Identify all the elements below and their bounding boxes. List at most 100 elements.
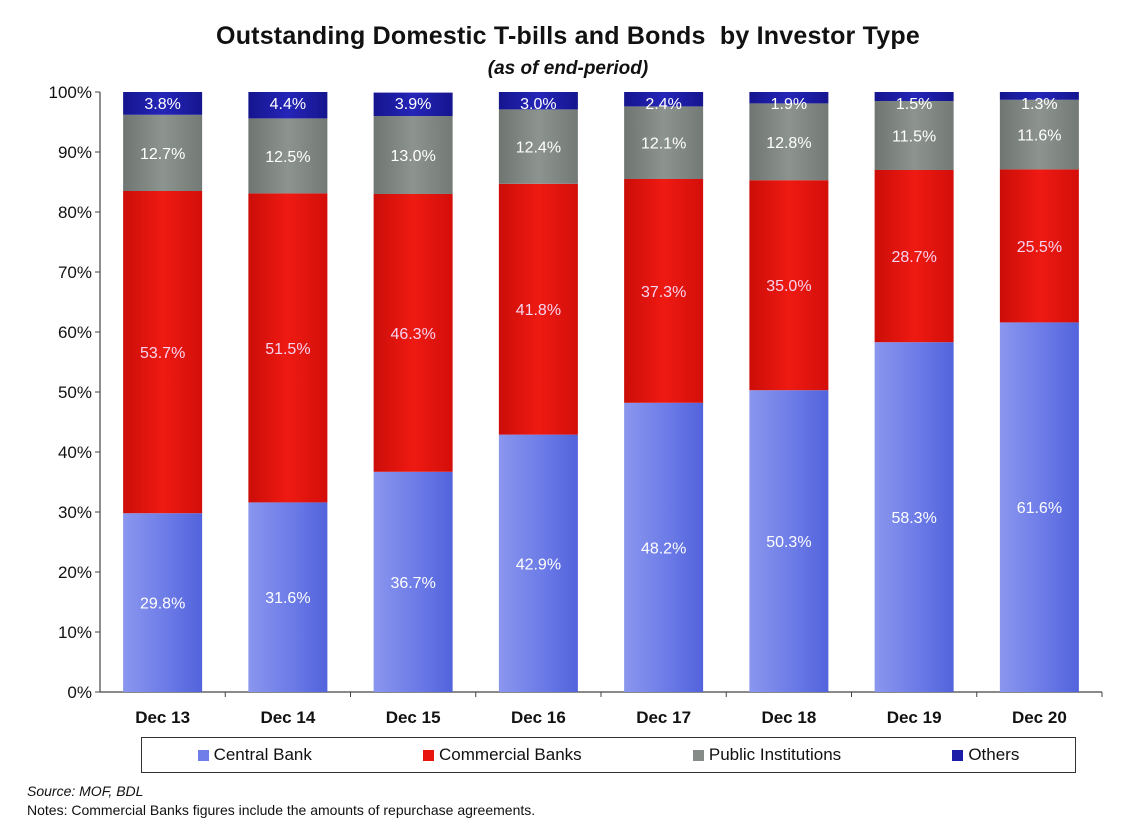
bar-segment-central-bank (498, 434, 578, 692)
data-label-central-bank: 42.9% (516, 556, 561, 573)
bar-segment-central-bank (123, 513, 203, 692)
bar-segment-commercial-banks (373, 194, 453, 472)
bar-segment-commercial-banks (248, 193, 328, 503)
data-label-commercial-banks: 37.3% (641, 284, 686, 301)
legend-swatch-others (952, 749, 964, 761)
legend-label-commercial-banks: Commercial Banks (439, 745, 582, 764)
legend-swatch-public-institutions (692, 749, 704, 761)
bar-segment-commercial-banks (874, 170, 954, 343)
bar-segment-central-bank (373, 471, 453, 692)
chart-legend: Central Bank Commercial Banks Public Ins… (141, 737, 1076, 773)
data-label-others: 2.4% (645, 96, 681, 113)
bar-segment-commercial-banks (498, 183, 578, 435)
bar-segment-central-bank (874, 342, 954, 692)
data-label-central-bank: 29.8% (140, 596, 185, 613)
y-tick-label: 20% (58, 563, 92, 582)
data-label-public-institutions: 12.5% (265, 149, 310, 166)
legend-item-public-institutions: Public Institutions (692, 745, 842, 765)
y-tick-label: 0% (67, 683, 92, 702)
data-label-public-institutions: 12.8% (766, 135, 811, 152)
y-tick-label: 90% (58, 143, 92, 162)
data-label-commercial-banks: 53.7% (140, 345, 185, 362)
bar-segment-others (999, 92, 1079, 100)
bar-segment-public-institutions (874, 101, 954, 170)
bar-segment-public-institutions (373, 116, 453, 194)
data-label-central-bank: 58.3% (891, 510, 936, 527)
legend-item-others: Others (952, 745, 1019, 765)
data-label-commercial-banks: 28.7% (891, 249, 936, 266)
data-label-public-institutions: 13.0% (390, 148, 435, 165)
chart-title: Outstanding Domestic T-bills and Bonds b… (216, 22, 920, 50)
x-tick-label: Dec 17 (636, 708, 691, 727)
x-tick-label: Dec 20 (1012, 708, 1067, 727)
bar-segment-public-institutions (498, 109, 578, 184)
bar-segment-central-bank (624, 402, 704, 692)
data-label-central-bank: 50.3% (766, 534, 811, 551)
data-label-others: 1.3% (1021, 96, 1057, 113)
data-label-public-institutions: 12.4% (516, 140, 561, 157)
y-tick-label: 50% (58, 383, 92, 402)
bar-segment-central-bank (749, 390, 829, 692)
data-label-central-bank: 31.6% (265, 590, 310, 607)
data-label-public-institutions: 11.6% (1017, 128, 1061, 145)
legend-swatch-commercial-banks (423, 749, 435, 761)
footnote: Notes: Commercial Banks figures include … (27, 802, 536, 818)
data-label-others: 1.9% (771, 96, 807, 113)
y-tick-label: 40% (58, 443, 92, 462)
data-label-others: 3.0% (520, 96, 556, 113)
x-tick-label: Dec 19 (887, 708, 942, 727)
legend-item-commercial-banks: Commercial Banks (423, 745, 582, 765)
x-tick-label: Dec 15 (386, 708, 441, 727)
bar-segment-public-institutions (123, 114, 203, 191)
bar-segment-others (624, 92, 704, 107)
bar-segment-central-bank (999, 322, 1079, 692)
data-label-public-institutions: 12.7% (140, 146, 185, 163)
data-label-others: 4.4% (270, 96, 306, 113)
bar-segment-public-institutions (999, 99, 1079, 170)
data-label-central-bank: 36.7% (390, 575, 435, 592)
data-label-commercial-banks: 35.0% (766, 278, 811, 295)
data-label-public-institutions: 12.1% (641, 136, 686, 153)
legend-label-central-bank: Central Bank (213, 745, 312, 764)
y-tick-label: 30% (58, 503, 92, 522)
data-label-others: 3.9% (395, 96, 431, 113)
data-label-commercial-banks: 41.8% (516, 302, 561, 319)
bar-segment-commercial-banks (123, 191, 203, 514)
stacked-bar-chart: 0% 10% 20% 30% 40% 50% 60% 70% 80% 90% 100% Dec 13 D… (49, 83, 1103, 727)
legend-item-central-bank: Central Bank (197, 745, 312, 765)
y-tick-label: 10% (58, 623, 92, 642)
data-label-public-institutions: 11.5% (892, 129, 936, 146)
bar-segment-commercial-banks (749, 180, 829, 391)
bar-segment-others (123, 92, 203, 115)
y-tick-label: 100% (49, 83, 92, 102)
bar-segment-commercial-banks (624, 179, 704, 403)
bar-segment-public-institutions (624, 106, 704, 179)
data-label-commercial-banks: 46.3% (390, 326, 435, 343)
data-label-commercial-banks: 25.5% (1017, 239, 1062, 256)
data-label-commercial-banks: 51.5% (265, 341, 310, 358)
legend-label-public-institutions: Public Institutions (708, 745, 842, 764)
legend-label-others: Others (968, 745, 1020, 764)
bar-segment-public-institutions (248, 118, 328, 194)
bar-segment-others (874, 92, 954, 101)
bar-segment-public-institutions (749, 103, 829, 181)
data-label-others: 1.5% (896, 96, 932, 113)
bar-segment-others (248, 92, 328, 119)
y-tick-label: 60% (58, 323, 92, 342)
data-label-central-bank: 48.2% (641, 540, 686, 557)
x-tick-label: Dec 18 (761, 708, 816, 727)
bar-segment-commercial-banks (999, 169, 1079, 323)
source-note: Source: MOF, BDL (27, 783, 144, 799)
bar-segment-others (373, 92, 453, 116)
chart-subtitle: (as of end-period) (487, 58, 649, 79)
data-label-central-bank: 61.6% (1017, 500, 1062, 517)
y-tick-label: 70% (58, 263, 92, 282)
y-tick-label: 80% (58, 203, 92, 222)
bar-segment-central-bank (248, 502, 328, 692)
data-label-others: 3.8% (144, 96, 180, 113)
bar-segment-others (498, 92, 578, 110)
x-tick-label: Dec 16 (511, 708, 566, 727)
x-tick-label: Dec 14 (260, 708, 315, 727)
legend-swatch-central-bank (197, 749, 209, 761)
bar-segment-others (749, 92, 829, 104)
